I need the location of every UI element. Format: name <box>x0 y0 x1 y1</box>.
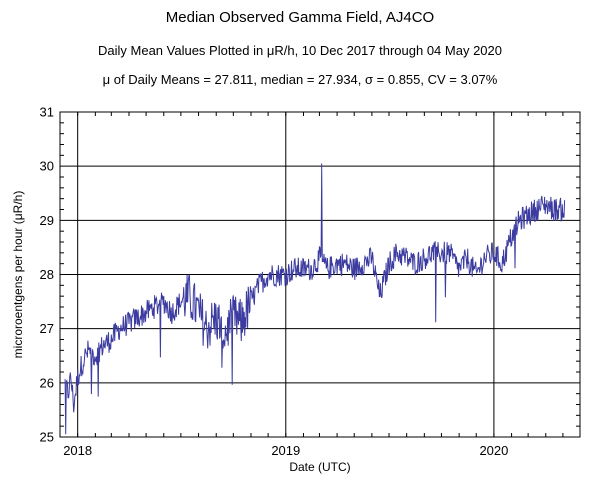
plot-frame <box>59 111 581 438</box>
tick-layer: 25 26 27 28 29 30 31 2018 2019 2020 <box>40 105 580 458</box>
x-tick-label: 2018 <box>63 443 92 458</box>
x-tick-label: 2019 <box>271 443 300 458</box>
y-axis-label: microroentgens per hour (μR/h) <box>11 191 25 359</box>
series-line <box>64 163 566 435</box>
y-tick-label: 27 <box>40 321 54 336</box>
grid-layer <box>60 111 580 438</box>
y-tick-label: 28 <box>40 267 54 282</box>
x-tick-label: 2020 <box>479 443 508 458</box>
x-axis-label: Date (UTC) <box>289 460 350 474</box>
y-tick-label: 26 <box>40 375 54 390</box>
chart-subtitle: Daily Mean Values Plotted in μR/h, 10 De… <box>98 43 502 58</box>
y-tick-label: 29 <box>40 213 54 228</box>
y-tick-label: 31 <box>40 105 54 120</box>
chart-title: Median Observed Gamma Field, AJ4CO <box>165 9 435 26</box>
y-tick-label: 25 <box>40 430 54 445</box>
chart-statistics: μ of Daily Means = 27.811, median = 27.9… <box>102 72 498 87</box>
y-tick-label: 30 <box>40 159 54 174</box>
